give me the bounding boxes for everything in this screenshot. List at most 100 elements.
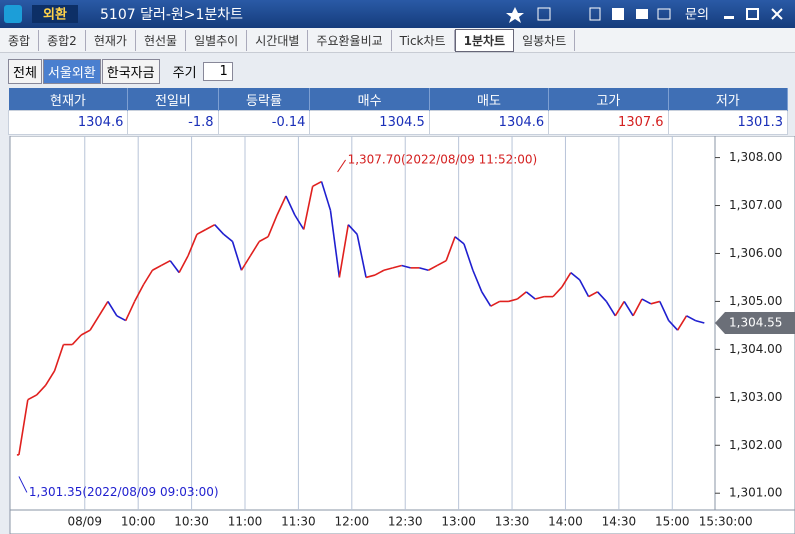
price-segment bbox=[490, 300, 500, 307]
price-segment bbox=[525, 291, 536, 300]
annotation: 1,307.70(2022/08/09 11:52:00) bbox=[348, 152, 538, 166]
price-segment bbox=[71, 334, 82, 346]
quote-header-row: 현재가 전일비 등락률 매수 매도 고가 저가 bbox=[8, 88, 789, 111]
price-segment bbox=[178, 255, 189, 274]
toolbar-icons[interactable] bbox=[506, 7, 671, 23]
inquiry-button[interactable]: 문의 bbox=[685, 8, 709, 23]
annotation-arrow bbox=[337, 159, 346, 173]
minimize-button[interactable] bbox=[724, 16, 734, 19]
tab[interactable]: 주요환율비교 bbox=[308, 29, 392, 51]
y-tick-label: 1,307.00 bbox=[729, 198, 782, 212]
price-segment bbox=[294, 214, 305, 230]
tab[interactable]: Tick차트 bbox=[392, 29, 455, 51]
tab[interactable]: 1분차트 bbox=[454, 28, 515, 52]
price-segment bbox=[347, 224, 358, 235]
price-segment bbox=[570, 272, 581, 281]
price-segment bbox=[383, 267, 393, 272]
price-segment bbox=[196, 228, 207, 235]
link-icon[interactable] bbox=[537, 7, 551, 21]
y-tick-label: 1,302.00 bbox=[729, 438, 782, 452]
annotation-arrow bbox=[18, 476, 28, 493]
quote-value: -1.8 bbox=[127, 110, 219, 135]
filter-button[interactable]: 전체 bbox=[8, 58, 42, 84]
column-header: 매수 bbox=[309, 88, 430, 111]
price-segment bbox=[578, 279, 590, 298]
tab[interactable]: 시간대별 bbox=[247, 29, 309, 51]
price-segment bbox=[650, 300, 661, 305]
price-segment bbox=[267, 214, 278, 237]
price-segment bbox=[80, 329, 91, 336]
price-segment bbox=[516, 291, 527, 300]
help-icon[interactable] bbox=[612, 8, 624, 20]
column-header: 매도 bbox=[429, 88, 550, 111]
price-segment bbox=[312, 180, 322, 188]
price-segment bbox=[223, 233, 234, 243]
close-button[interactable] bbox=[771, 8, 783, 20]
price-segment bbox=[27, 394, 38, 401]
quote-value: 1304.5 bbox=[309, 110, 430, 135]
price-segment bbox=[365, 274, 376, 279]
price-segment bbox=[401, 264, 411, 269]
price-segment bbox=[89, 315, 100, 331]
tab[interactable]: 일봉차트 bbox=[514, 29, 576, 51]
price-segment bbox=[659, 301, 670, 321]
filter-button[interactable]: 서울외환 bbox=[42, 58, 101, 84]
y-tick-label: 1,308.00 bbox=[729, 150, 782, 164]
text-icon[interactable] bbox=[589, 7, 601, 21]
list-icon[interactable] bbox=[657, 8, 671, 20]
price-segment bbox=[454, 236, 465, 245]
price-segment bbox=[668, 320, 679, 331]
price-segment bbox=[695, 319, 705, 324]
price-segment bbox=[552, 286, 563, 298]
price-segment bbox=[561, 272, 572, 288]
filter-button[interactable]: 한국자금 bbox=[101, 58, 160, 84]
price-segment bbox=[508, 298, 518, 303]
x-tick-label: 13:00 bbox=[441, 515, 476, 529]
tab[interactable]: 현선물 bbox=[136, 29, 187, 51]
y-tick-label: 1,304.00 bbox=[729, 342, 782, 356]
quote-value: 1301.3 bbox=[667, 110, 789, 135]
favorite-icon[interactable] bbox=[506, 7, 524, 23]
price-segment bbox=[231, 241, 243, 271]
price-segment bbox=[605, 301, 616, 317]
badge-bg bbox=[32, 5, 78, 23]
price-segment bbox=[276, 195, 287, 216]
x-tick-label: 11:00 bbox=[228, 515, 263, 529]
price-segment bbox=[302, 186, 314, 230]
y-tick-label: 1,303.00 bbox=[729, 390, 782, 404]
price-segment bbox=[374, 269, 385, 276]
tab[interactable]: 일별추이 bbox=[186, 29, 248, 51]
price-segment bbox=[44, 370, 56, 386]
price-segment bbox=[534, 295, 545, 300]
quote-value-row: 1304.6 -1.8 -0.14 1304.5 1304.6 1307.6 1301.3 bbox=[7, 110, 789, 135]
tab-bar: 종합 종합2 현재가 현선물 일별추이 시간대별 주요환율비교 Tick차트 1분차트 일봉차트 bbox=[0, 28, 795, 53]
tab[interactable]: 종합2 bbox=[39, 29, 86, 51]
print-icon[interactable] bbox=[636, 9, 648, 19]
x-tick-label: 15:00 bbox=[655, 515, 690, 529]
annotation: 1,301.35(2022/08/09 09:03:00) bbox=[29, 485, 219, 499]
price-segment bbox=[463, 243, 474, 271]
price-segment bbox=[53, 344, 65, 372]
price-segment bbox=[445, 236, 456, 261]
price-segment bbox=[142, 269, 154, 286]
price-segment bbox=[596, 291, 607, 302]
y-tick-label: 1,305.00 bbox=[729, 294, 782, 308]
filter-toolbar: 전체 서울외환 한국자금 주기 1 bbox=[8, 58, 233, 84]
column-header: 저가 bbox=[668, 88, 789, 111]
price-segment bbox=[686, 315, 696, 322]
tab[interactable]: 종합 bbox=[0, 29, 40, 51]
period-input[interactable]: 1 bbox=[202, 61, 233, 81]
price-segment bbox=[676, 315, 688, 331]
x-tick-label: 12:00 bbox=[335, 515, 370, 529]
window-title: 5107 달러-원>1분차트 bbox=[100, 7, 243, 23]
tab[interactable]: 현재가 bbox=[86, 29, 136, 51]
x-tick-label: 12:30 bbox=[388, 515, 423, 529]
price-segment bbox=[632, 298, 643, 317]
maximize-button[interactable] bbox=[746, 8, 759, 20]
price-segment bbox=[124, 301, 136, 321]
title-bar-graphics: 외환 5107 달러-원>1분차트 문의 bbox=[4, 5, 783, 23]
badge: 외환 bbox=[43, 7, 67, 23]
price-segment bbox=[249, 241, 260, 257]
price-segment bbox=[160, 259, 171, 267]
